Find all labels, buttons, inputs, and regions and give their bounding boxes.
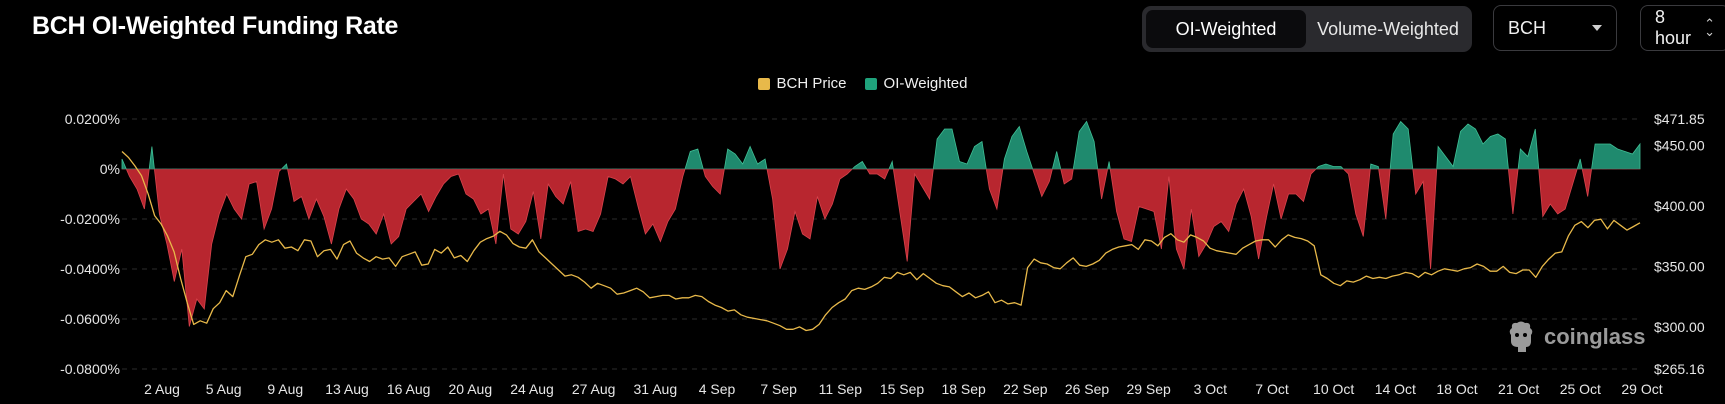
- updown-chevron-icon: ⌃ ⌄: [1704, 16, 1715, 39]
- y-left-tick-label: 0%: [100, 161, 120, 177]
- y-right-tick-label: $450.00: [1654, 137, 1705, 153]
- legend-label-oi-weighted: OI-Weighted: [883, 75, 968, 92]
- price-line: [121, 151, 1641, 332]
- y-left-tick-label: -0.0200%: [60, 211, 120, 227]
- legend-swatch-price: [757, 77, 770, 90]
- x-tick-label: 26 Sep: [1065, 381, 1110, 397]
- tab-volume-weighted[interactable]: Volume-Weighted: [1317, 18, 1459, 39]
- x-axis: 2 Aug 5 Aug 9 Aug 13 Aug 16 Aug 20 Aug 24 Aug 2…: [144, 381, 1663, 397]
- legend-label-price: BCH Price: [776, 75, 847, 92]
- price-line-series: [121, 151, 1641, 332]
- coin-select-value: BCH: [1508, 17, 1547, 38]
- y-right-tick-label: $400.00: [1654, 198, 1705, 214]
- y-right-tick-label: $471.85: [1654, 111, 1705, 127]
- x-tick-label: 24 Aug: [510, 381, 554, 397]
- x-tick-label: 11 Sep: [819, 381, 863, 397]
- legend-item-oi-weighted[interactable]: OI-Weighted: [864, 75, 968, 92]
- legend-item-price[interactable]: BCH Price: [757, 75, 847, 92]
- legend-swatch-oi-weighted: [864, 77, 877, 90]
- tab-oi-weighted[interactable]: OI-Weighted: [1146, 10, 1306, 48]
- x-tick-label: 29 Sep: [1126, 381, 1171, 397]
- interval-select-value: 8 hour: [1655, 7, 1692, 48]
- coinglass-watermark: coinglass: [1506, 320, 1645, 354]
- y-axis-left: 0.0200% 0% -0.0200% -0.0400% -0.0600% -0.0800…: [60, 111, 120, 377]
- page-title: BCH OI-Weighted Funding Rate: [32, 12, 399, 40]
- x-tick-label: 20 Aug: [449, 381, 493, 397]
- x-tick-label: 7 Sep: [760, 381, 797, 397]
- x-tick-label: 13 Aug: [325, 381, 369, 397]
- interval-select[interactable]: 8 hour ⌃ ⌄: [1640, 5, 1725, 51]
- x-tick-label: 16 Aug: [387, 381, 431, 397]
- x-tick-label: 5 Aug: [206, 381, 242, 397]
- y-left-tick-label: 0.0200%: [65, 111, 120, 127]
- x-tick-label: 21 Oct: [1498, 381, 1539, 397]
- x-tick-label: 9 Aug: [267, 381, 303, 397]
- y-right-tick-label: $350.00: [1654, 258, 1705, 274]
- x-tick-label: 7 Oct: [1255, 381, 1289, 397]
- x-tick-label: 18 Sep: [941, 381, 986, 397]
- chart-legend: BCH Price OI-Weighted: [0, 75, 1725, 92]
- x-tick-label: 3 Oct: [1194, 381, 1228, 397]
- x-tick-label: 14 Oct: [1375, 381, 1416, 397]
- x-tick-label: 15 Sep: [880, 381, 925, 397]
- y-axis-right: $471.85 $450.00 $400.00 $350.00 $300.00 $265.…: [1654, 111, 1705, 377]
- chevron-down-icon: [1592, 25, 1602, 31]
- x-tick-label: 31 Aug: [634, 381, 678, 397]
- x-tick-label: 29 Oct: [1621, 381, 1662, 397]
- weighting-toggle: OI-Weighted Volume-Weighted: [1142, 6, 1472, 52]
- x-tick-label: 10 Oct: [1313, 381, 1354, 397]
- x-tick-label: 25 Oct: [1560, 381, 1601, 397]
- y-right-tick-label: $300.00: [1654, 319, 1705, 335]
- x-tick-label: 4 Sep: [699, 381, 736, 397]
- x-tick-label: 22 Sep: [1003, 381, 1048, 397]
- y-right-tick-label: $265.16: [1654, 361, 1705, 377]
- y-left-tick-label: -0.0400%: [60, 261, 120, 277]
- funding-area-series: [121, 120, 1641, 327]
- coin-select[interactable]: BCH: [1493, 5, 1617, 51]
- grid-lines: [122, 118, 1640, 370]
- x-tick-label: 27 Aug: [572, 381, 616, 397]
- coinglass-logo-icon: [1509, 321, 1533, 352]
- funding-area-positive: [121, 120, 1641, 169]
- x-tick-label: 2 Aug: [144, 381, 180, 397]
- y-left-tick-label: -0.0600%: [60, 311, 120, 327]
- watermark-text: coinglass: [1544, 324, 1646, 349]
- x-tick-label: 18 Oct: [1436, 381, 1477, 397]
- funding-area-negative: [121, 169, 1641, 327]
- y-left-tick-label: -0.0800%: [60, 361, 120, 377]
